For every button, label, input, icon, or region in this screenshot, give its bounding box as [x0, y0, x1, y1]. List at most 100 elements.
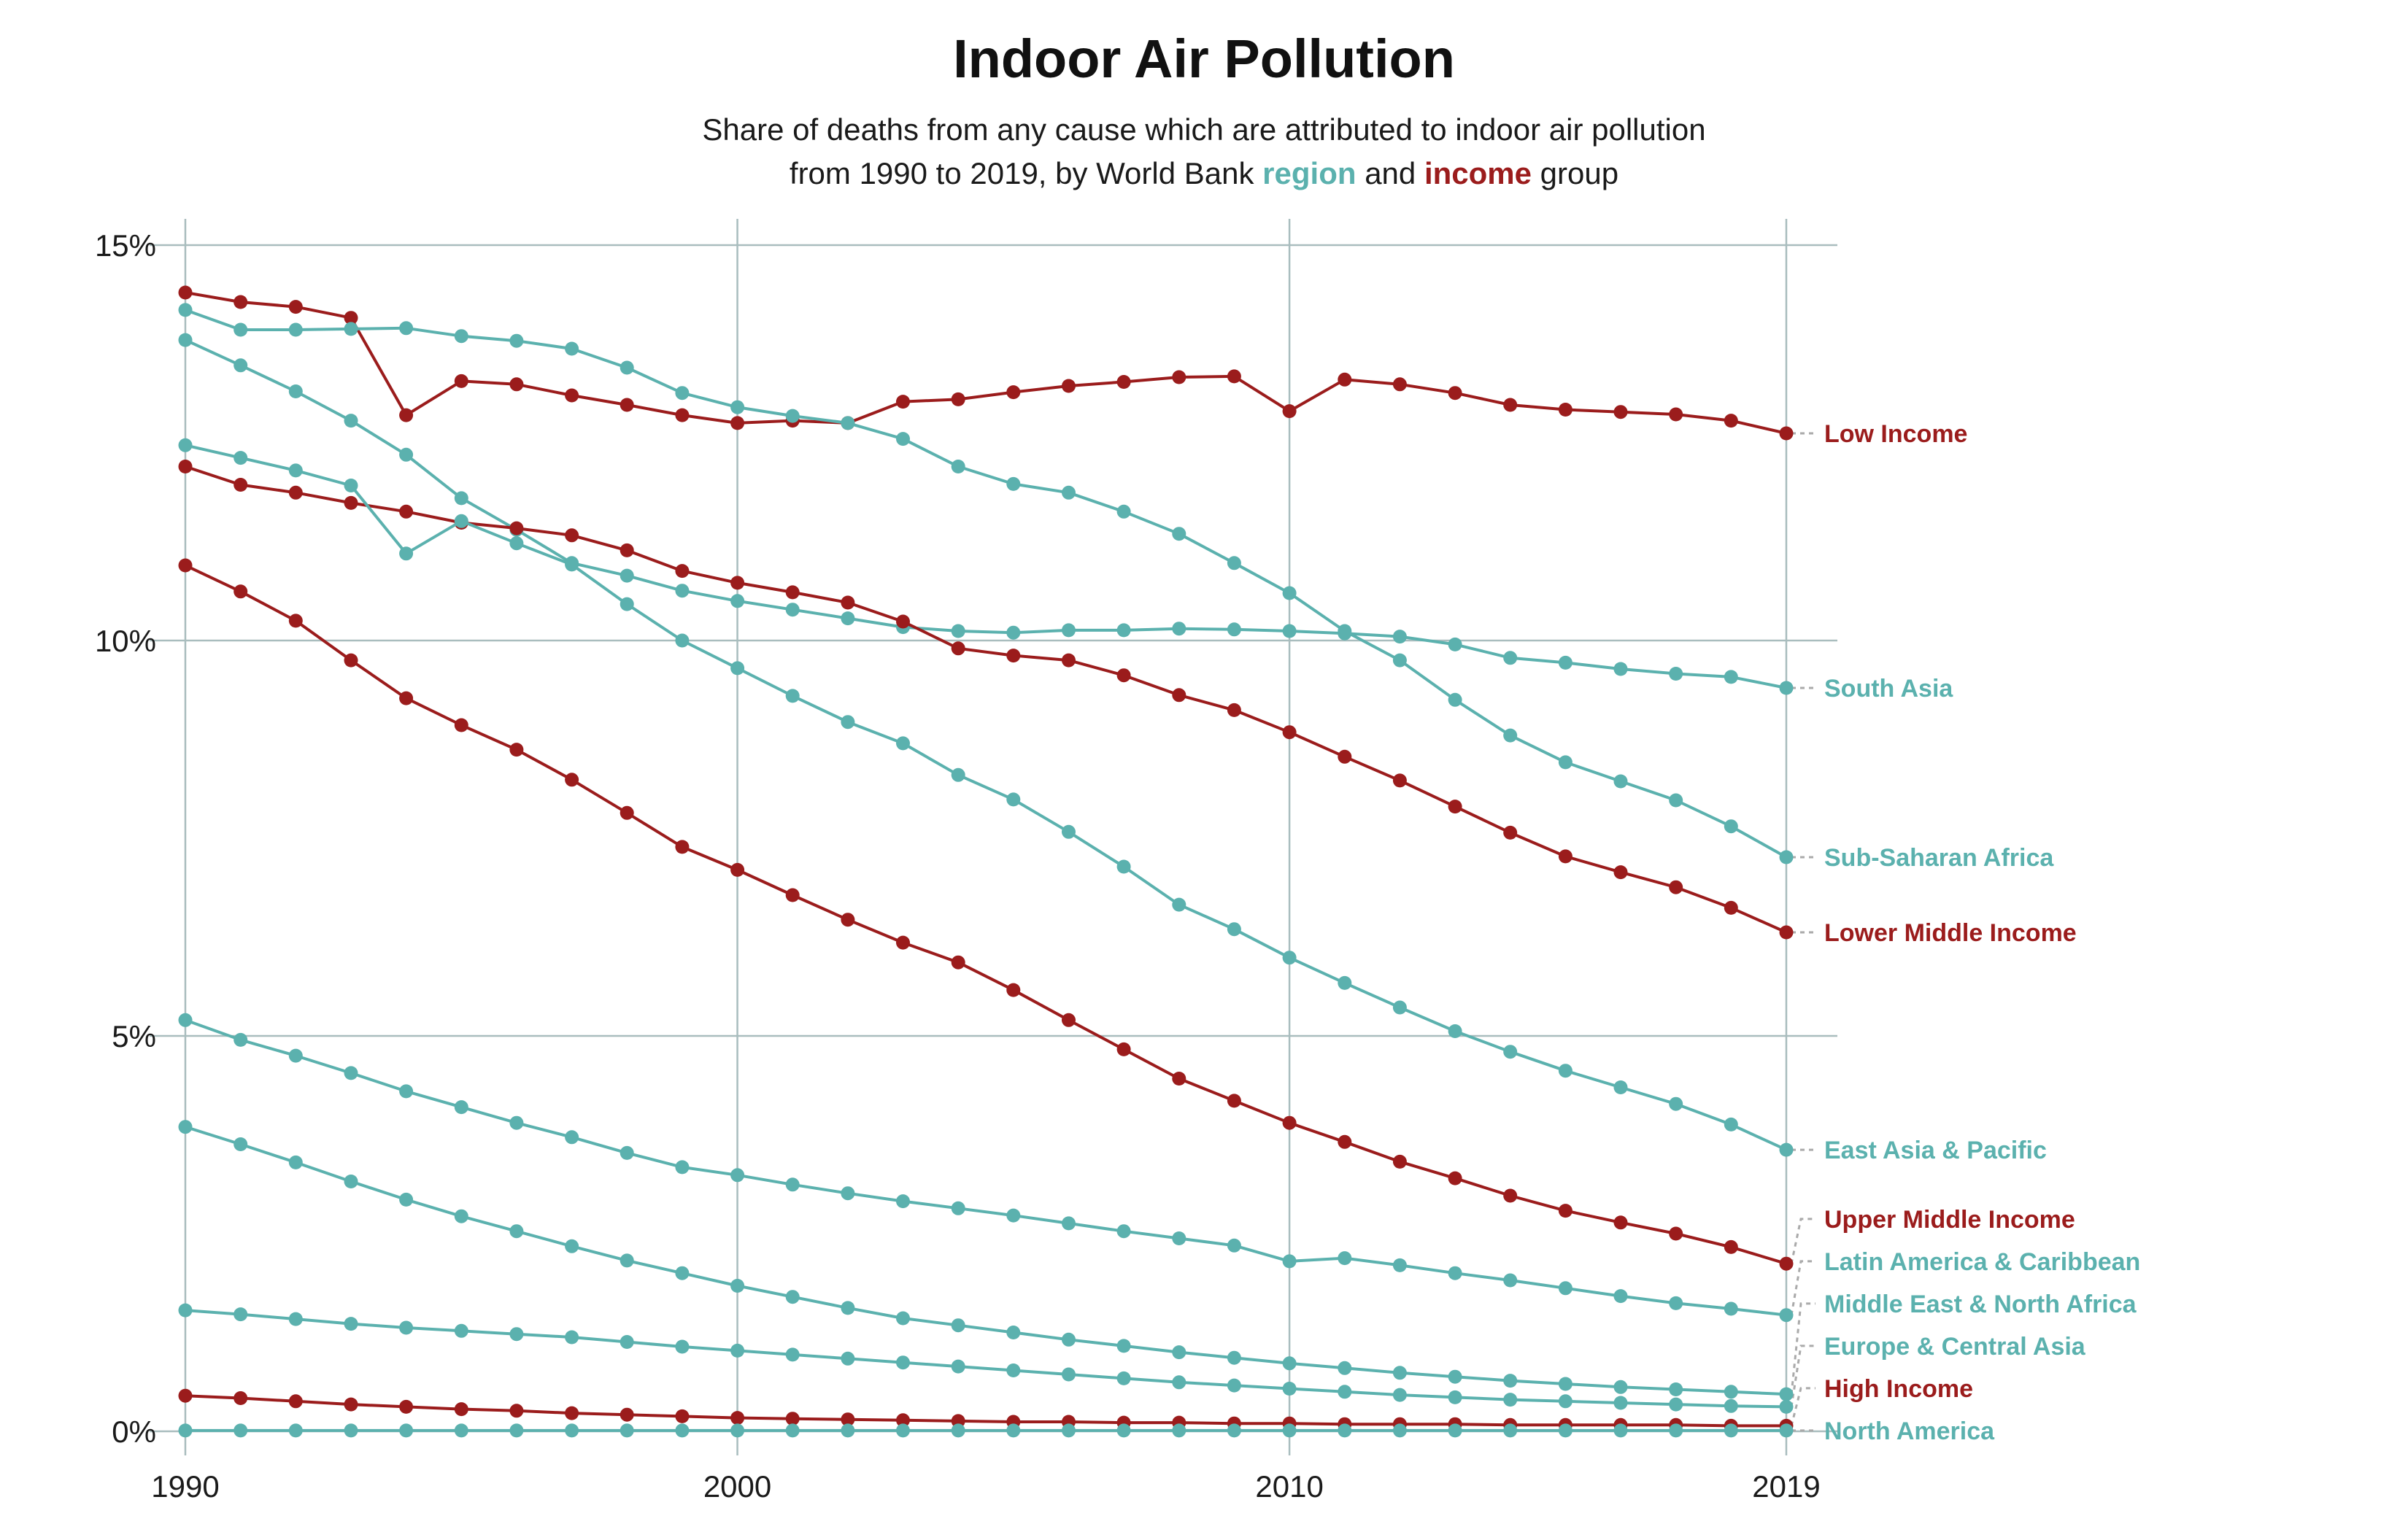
- data-point: [841, 913, 855, 927]
- data-point: [1062, 1013, 1076, 1027]
- data-point: [675, 1266, 690, 1280]
- data-point: [1448, 1024, 1462, 1038]
- data-point: [288, 485, 303, 500]
- series-line: [185, 1018, 1787, 1317]
- data-point: [675, 584, 690, 598]
- data-point: [1172, 688, 1186, 703]
- series-label-upper-middle-income: Upper Middle Income: [1824, 1206, 2075, 1234]
- data-point: [509, 1423, 524, 1438]
- series-label-sub-saharan-africa: Sub-Saharan Africa: [1824, 844, 2054, 872]
- data-point: [234, 1391, 248, 1405]
- x-tick-label: 2019: [1752, 1469, 1820, 1504]
- data-point: [1338, 1134, 1352, 1149]
- data-point: [178, 1303, 193, 1318]
- data-point: [399, 1423, 414, 1438]
- data-point: [1724, 1301, 1738, 1316]
- data-point: [1779, 850, 1794, 864]
- data-point: [951, 1423, 965, 1438]
- data-point: [1669, 1226, 1683, 1241]
- data-point: [1172, 1231, 1186, 1245]
- subtitle-region-highlight: region: [1262, 156, 1357, 190]
- data-point: [1724, 1117, 1738, 1131]
- label-connector: [1790, 1302, 1815, 1395]
- data-point: [1172, 1423, 1186, 1438]
- data-point: [1338, 626, 1352, 641]
- data-point: [178, 1013, 193, 1027]
- data-point: [1558, 1423, 1572, 1438]
- data-point: [1669, 793, 1683, 808]
- data-point: [1779, 925, 1794, 940]
- data-point: [1392, 1154, 1407, 1169]
- data-point: [399, 1320, 414, 1335]
- data-point: [1779, 1387, 1794, 1401]
- data-point: [620, 360, 634, 375]
- data-point: [1227, 703, 1241, 717]
- data-point: [565, 1406, 579, 1420]
- series-latin-america-caribbean: [178, 1013, 1794, 1323]
- data-point: [841, 595, 855, 610]
- data-point: [1338, 1423, 1352, 1438]
- data-point: [1503, 1273, 1518, 1288]
- data-point: [675, 408, 690, 422]
- data-point: [1227, 369, 1241, 384]
- data-point: [1282, 725, 1297, 740]
- data-point: [841, 1412, 855, 1427]
- data-point: [1338, 1251, 1352, 1266]
- data-point: [1448, 1423, 1462, 1438]
- data-point: [675, 1409, 690, 1423]
- data-point: [730, 1343, 745, 1358]
- data-point: [785, 1412, 800, 1426]
- series-sub-saharan-africa: [178, 303, 1794, 864]
- data-point: [1613, 865, 1628, 880]
- data-point: [234, 584, 248, 599]
- data-point: [1558, 655, 1572, 670]
- data-point: [234, 1423, 248, 1438]
- data-point: [1448, 1171, 1462, 1185]
- data-point: [1062, 1367, 1076, 1382]
- series-label-south-asia: South Asia: [1824, 675, 1953, 703]
- data-point: [730, 1279, 745, 1293]
- label-connector: [1790, 1387, 1815, 1426]
- series-label-north-america: North America: [1824, 1417, 1995, 1445]
- data-point: [620, 1145, 634, 1160]
- data-point: [1448, 1390, 1462, 1404]
- data-point: [730, 400, 745, 414]
- data-point: [454, 1323, 468, 1338]
- series-high-income: [178, 1388, 1794, 1433]
- data-point: [951, 1359, 965, 1374]
- series-line: [185, 291, 1787, 435]
- grid-lines: [150, 219, 1837, 1455]
- data-point: [1448, 800, 1462, 814]
- data-point: [675, 564, 690, 579]
- data-point: [454, 1100, 468, 1115]
- series-line: [185, 309, 1787, 859]
- data-point: [1172, 897, 1186, 912]
- series-label-low-income: Low Income: [1824, 420, 1967, 448]
- data-point: [1227, 1350, 1241, 1365]
- data-point: [1006, 1363, 1021, 1377]
- data-point: [730, 416, 745, 430]
- data-point: [841, 1186, 855, 1201]
- data-point: [1558, 849, 1572, 864]
- data-point: [1503, 651, 1518, 665]
- data-point: [1503, 1374, 1518, 1388]
- data-point: [1227, 1423, 1241, 1438]
- data-point: [1172, 1375, 1186, 1390]
- data-point: [399, 1399, 414, 1414]
- data-point: [1669, 880, 1683, 894]
- data-point: [509, 1404, 524, 1418]
- data-point: [344, 1397, 358, 1412]
- data-point: [1613, 1396, 1628, 1410]
- data-point: [730, 661, 745, 676]
- data-point: [178, 1120, 193, 1134]
- data-point: [785, 888, 800, 902]
- data-point: [785, 1423, 800, 1438]
- data-point: [399, 546, 414, 561]
- series-labels: Low Income Sub-Saharan Africa South Asia Lo…: [1824, 420, 2140, 1445]
- data-point: [178, 333, 193, 347]
- data-point: [1282, 1115, 1297, 1130]
- data-point: [454, 491, 468, 506]
- data-point: [178, 558, 193, 573]
- data-point: [1669, 1382, 1683, 1396]
- data-point: [1613, 1080, 1628, 1094]
